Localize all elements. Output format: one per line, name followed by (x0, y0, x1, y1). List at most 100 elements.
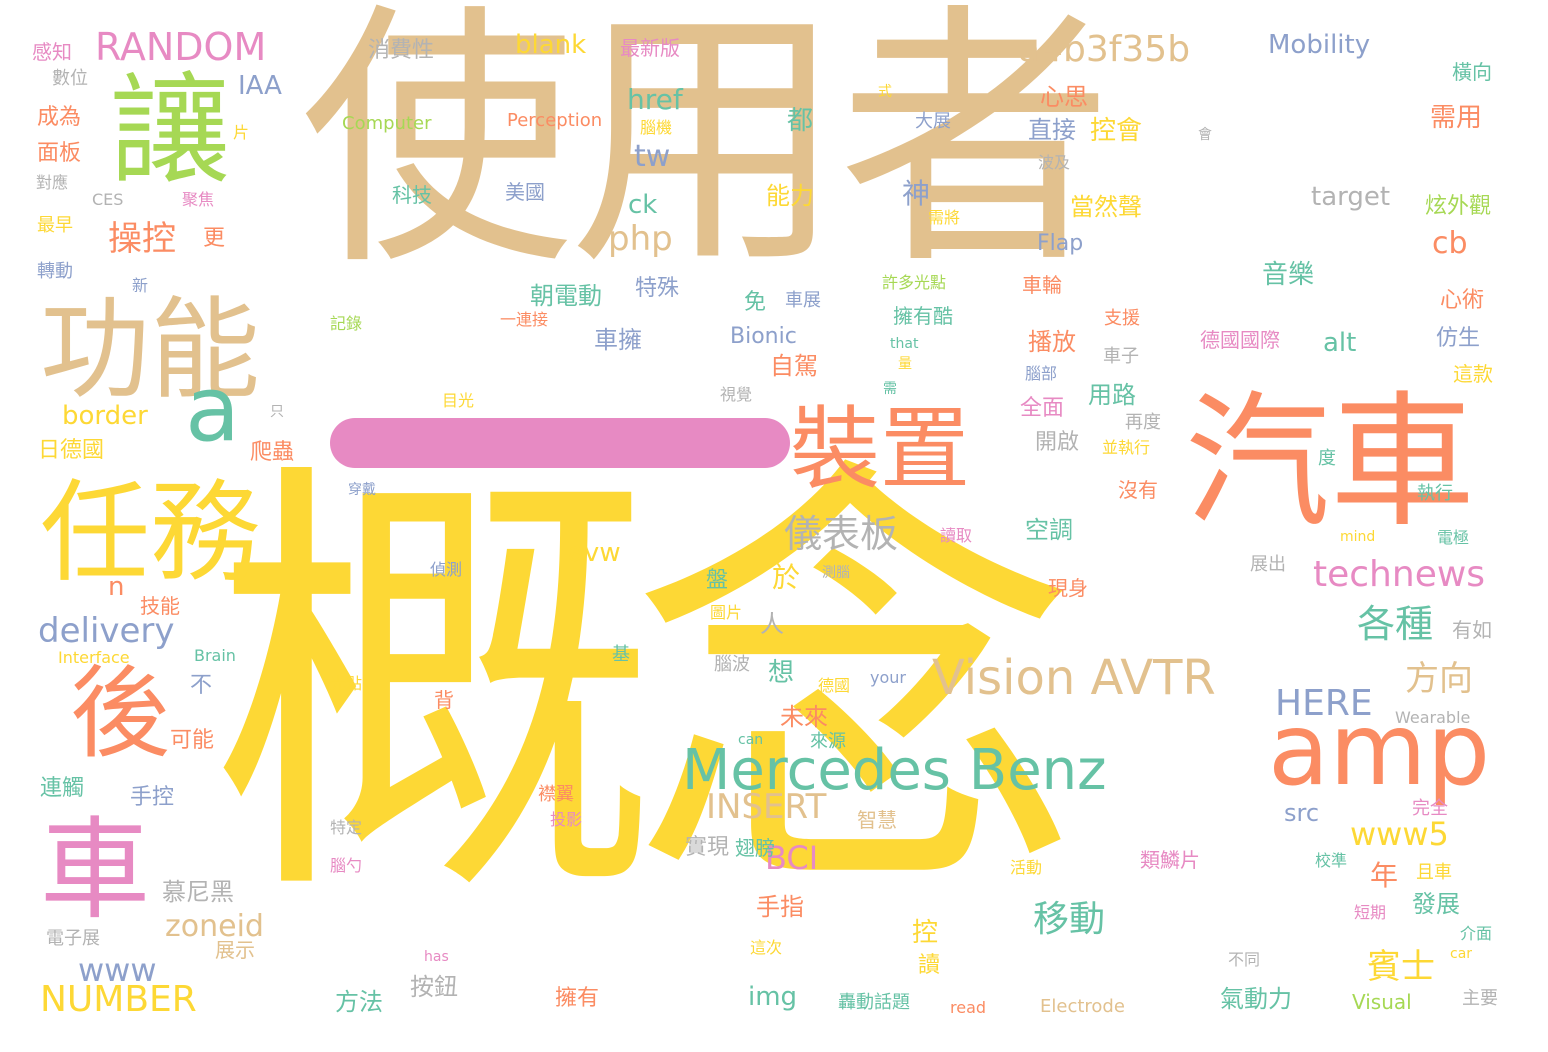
word: 直接 (1028, 116, 1076, 144)
word: 手控 (130, 785, 175, 810)
word: 轟動話題 (838, 992, 910, 1013)
word: src (1284, 799, 1320, 827)
word: 開啟 (1035, 430, 1080, 455)
word: INSERT (706, 787, 827, 827)
word: 控 (912, 918, 939, 948)
word: 朝電動 (530, 282, 602, 310)
word: 大展 (915, 111, 951, 132)
word: your (870, 668, 906, 687)
word: 波及 (1038, 153, 1071, 172)
word: 年 (1370, 859, 1399, 892)
word: 類鱗片 (1140, 848, 1200, 872)
word: 需 (883, 381, 897, 397)
word: delivery (38, 611, 175, 651)
word: 最新版 (620, 36, 680, 60)
word: 展示 (215, 938, 255, 962)
word: RANDOM (95, 25, 267, 69)
word: 心術 (1440, 288, 1485, 313)
word: 不 (190, 673, 213, 698)
word: 爬蟲 (250, 440, 295, 465)
word: Mobility (1268, 30, 1371, 60)
word: 腦波 (714, 654, 750, 675)
word: 襟翼 (538, 784, 574, 805)
word: 當然聲 (1070, 193, 1142, 221)
word: 穿戴 (348, 482, 376, 498)
word: 不同 (1228, 950, 1261, 969)
word: php (608, 219, 673, 259)
word: Visual (1352, 990, 1412, 1014)
word: 氣動力 (1220, 985, 1292, 1013)
word: Interface (58, 648, 130, 667)
word: 腦機 (640, 118, 673, 137)
word: 賓士 (1367, 947, 1435, 987)
word: 背 (434, 688, 454, 712)
word: alt (1323, 328, 1357, 358)
word: blank (515, 30, 587, 60)
word: technews (1313, 554, 1486, 595)
word: 電子展 (46, 928, 100, 949)
word: 更 (203, 226, 226, 251)
word: 車輪 (1022, 273, 1062, 297)
word: BCI (765, 839, 819, 877)
word: 日德國 (38, 438, 105, 463)
word: 記錄 (330, 314, 363, 333)
word: 特定 (330, 818, 363, 837)
word: 一連接 (500, 310, 549, 329)
word: Computer (342, 113, 432, 134)
word: amp (1268, 691, 1491, 808)
word: cb (1432, 226, 1468, 261)
word: 擁有酷 (893, 304, 953, 328)
word: Brain (194, 646, 236, 665)
word: www5 (1350, 815, 1449, 853)
word: 對應 (36, 173, 69, 192)
word: mind (1340, 529, 1376, 545)
word: Vision AVTR (932, 650, 1216, 706)
word: 心思 (1040, 83, 1088, 111)
word: 可能 (170, 728, 215, 753)
word: 感知 (32, 40, 72, 64)
word: 特殊 (635, 276, 680, 301)
word: 未來 (780, 703, 828, 731)
word: 基 (612, 644, 630, 665)
word: avw (568, 538, 621, 568)
word: 音樂 (1262, 260, 1315, 290)
word: 轉動 (37, 261, 73, 282)
word: 車展 (785, 290, 821, 311)
word: ck (628, 190, 658, 220)
word: 橫向 (1452, 60, 1492, 84)
word: 翅膀 (735, 836, 775, 860)
word: 能力 (766, 182, 814, 210)
word: 控會 (1090, 116, 1143, 146)
word: Perception (507, 110, 603, 131)
word: 科技 (392, 183, 432, 207)
word: 播放 (1028, 328, 1076, 356)
word: a (185, 357, 241, 462)
word: 片 (233, 123, 250, 142)
word: 活動 (1010, 858, 1043, 877)
word: 擁有 (555, 986, 600, 1011)
word: 支援 (1104, 308, 1140, 329)
word: 這款 (1453, 362, 1493, 386)
word: 且車 (1416, 862, 1452, 883)
word: 車子 (1103, 346, 1139, 367)
word: 執行 (1417, 483, 1453, 504)
word: 度 (1318, 448, 1336, 469)
word: 腦勺 (330, 856, 363, 875)
word: 式 (878, 84, 892, 100)
word: IAA (238, 71, 282, 101)
word: 用路 (1088, 381, 1136, 409)
word: 介面 (1460, 924, 1493, 943)
word: 任務 (40, 469, 260, 597)
word: Wearable (1395, 708, 1471, 727)
word: Electrode (1040, 996, 1125, 1017)
word: 量 (898, 356, 912, 372)
word: 圖片 (710, 603, 743, 622)
word: CES (92, 190, 124, 209)
word: car (1450, 946, 1473, 962)
word: img (748, 982, 798, 1012)
word: 光點 (330, 674, 363, 693)
word: 實現 (685, 835, 730, 860)
word: 車 (40, 806, 150, 934)
word: 需用 (1430, 103, 1483, 133)
word: 免 (744, 290, 767, 315)
